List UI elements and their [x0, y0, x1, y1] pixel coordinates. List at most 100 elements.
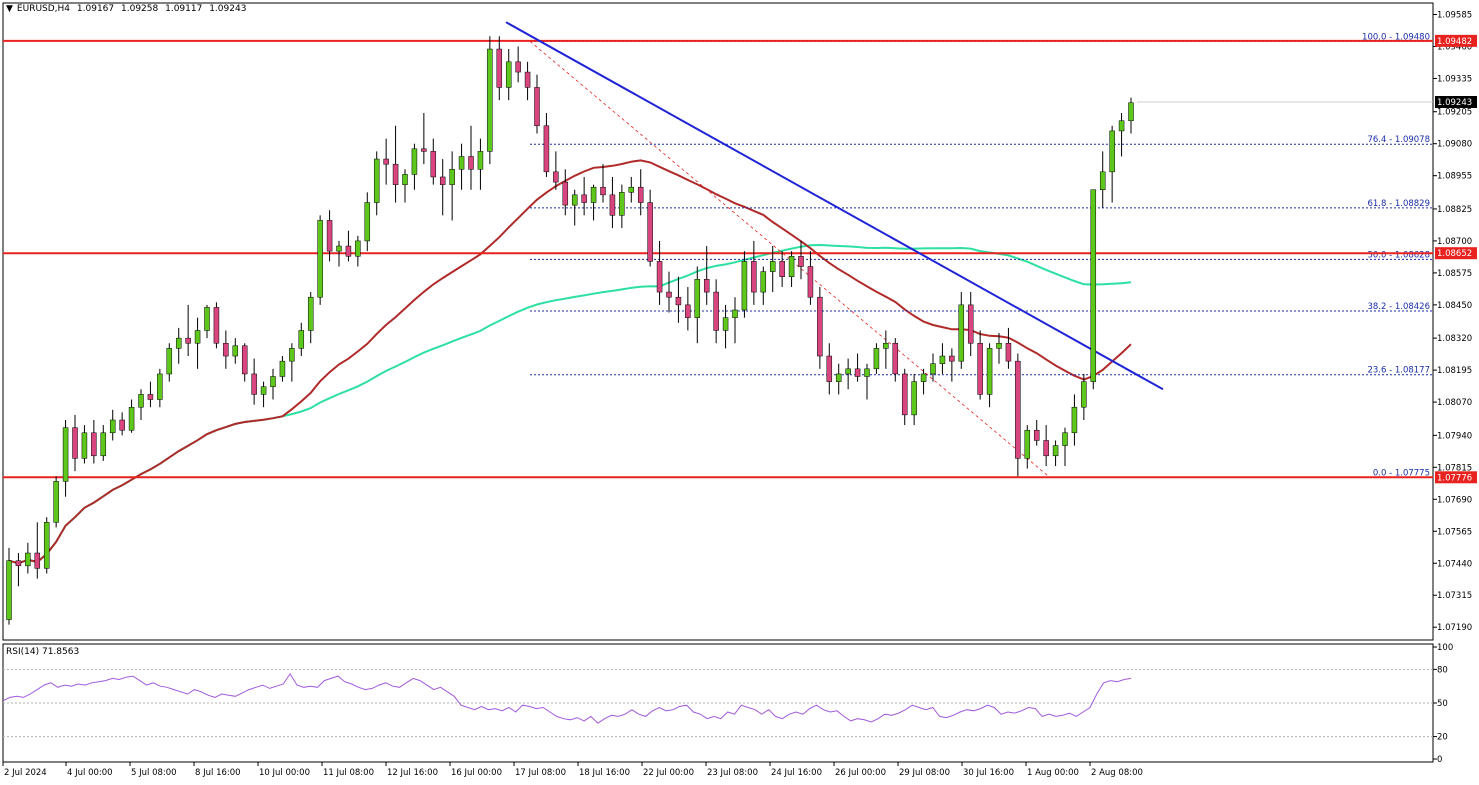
bull-candle-body	[845, 368, 851, 375]
chart-header: ▼ EURUSD,H4 1.09167 1.09258 1.09117 1.092…	[6, 4, 250, 14]
bear-candle-body	[854, 368, 861, 377]
bear-candle-body	[901, 373, 908, 416]
bull-candle-body	[166, 348, 173, 375]
bull-candle-body	[883, 342, 889, 349]
bull-candle-body	[307, 296, 314, 331]
bear-candle-body	[34, 552, 41, 569]
rsi-tick-label: 20	[1437, 733, 1448, 743]
candle	[1005, 327, 1012, 369]
bull-candle-body	[930, 363, 936, 375]
candle	[289, 343, 295, 382]
bull-candle-body	[6, 560, 12, 620]
bear-candle-body	[439, 176, 446, 185]
bull-candle-body	[722, 317, 729, 331]
bull-candle-body	[1062, 432, 1068, 446]
candle	[1118, 113, 1125, 157]
rsi-value: 71.8563	[41, 647, 80, 657]
low-value: 1.09117	[165, 4, 203, 14]
bear-candle-body	[967, 304, 974, 344]
candle	[732, 297, 738, 344]
ma-fast-line	[8, 159, 1132, 565]
bear-candle-body	[553, 171, 559, 183]
bull-candle-body	[864, 368, 870, 377]
candle	[883, 330, 889, 369]
bear-candle-body	[703, 279, 710, 293]
price-tick-label: 1.08195	[1437, 366, 1472, 376]
bear-candle-body	[807, 266, 814, 298]
candle	[157, 368, 163, 408]
bear-candle-body	[675, 296, 682, 306]
trend-lines[interactable]	[505, 21, 1164, 391]
bear-candle-body	[779, 261, 785, 277]
candle	[543, 113, 550, 177]
candle	[72, 414, 78, 472]
candle	[534, 74, 540, 134]
bull-candle-body	[619, 192, 625, 216]
fibonacci-retracement[interactable]: 100.0 - 1.09480 76.4 - 1.09078 61.8 - 1.08…	[529, 32, 1433, 479]
candle	[647, 189, 653, 267]
bear-candle-body	[798, 256, 804, 267]
time-tick-label: 30 Jul 16:00	[963, 768, 1014, 778]
bull-candle-body	[232, 345, 239, 357]
bull-candle-body	[270, 376, 276, 387]
bear-candle-body	[524, 71, 531, 88]
rsi-tick-label: 0	[1437, 755, 1442, 765]
time-axis: 2 Jul 2024 4 Jul 00:00 5 Jul 08:00 8 Jul 16…	[2, 762, 1143, 778]
candle	[873, 343, 880, 374]
price-tick-label: 1.09080	[1437, 140, 1472, 150]
candle	[336, 240, 342, 267]
bear-candle-body	[817, 296, 823, 357]
middle-level-tag-bg	[1435, 247, 1477, 260]
bull-candle-body	[477, 151, 484, 170]
bear-candle-body	[430, 151, 437, 178]
candle	[713, 279, 719, 344]
time-tick-label: 29 Jul 08:00	[899, 768, 950, 778]
ma-fast-path	[8, 159, 1132, 565]
price-axis: 1.09585 1.09460 1.09335 1.09205 1.09080 1.089…	[1433, 11, 1472, 633]
bear-candle-body	[543, 125, 550, 173]
candle	[817, 286, 823, 369]
time-tick-label: 2 Aug 08:00	[1091, 768, 1143, 778]
bull-candle-body	[194, 330, 201, 344]
bull-candle-body	[571, 194, 578, 206]
candle	[619, 184, 625, 229]
candle	[1071, 394, 1078, 446]
bear-candle-body	[581, 194, 587, 203]
candle	[515, 46, 521, 83]
candle	[703, 246, 710, 305]
bear-candle-body	[119, 419, 125, 431]
bull-candle-body	[920, 373, 927, 382]
price-tick-label: 1.09335	[1437, 74, 1472, 84]
candle	[213, 302, 220, 349]
dropdown-triangle-icon[interactable]: ▼	[6, 4, 13, 14]
candle	[779, 251, 785, 287]
bear-candle-body	[1015, 360, 1021, 459]
candle	[345, 230, 352, 262]
rsi-label: RSI(14)	[6, 647, 40, 657]
bear-candle-body	[949, 355, 955, 362]
candle	[25, 542, 31, 574]
candle	[694, 266, 701, 344]
fib-level-label: 61.8 - 1.08829	[1367, 199, 1430, 209]
bear-candle-body	[600, 186, 606, 196]
candle	[524, 61, 531, 101]
candle	[223, 330, 229, 369]
price-tick-label: 1.09585	[1437, 11, 1472, 21]
bull-candle-body	[298, 330, 305, 349]
open-value: 1.09167	[76, 4, 115, 14]
candle	[986, 343, 993, 408]
fib-swing-line	[529, 41, 1051, 478]
candle	[675, 276, 682, 323]
bear-candle-body	[421, 148, 427, 152]
candle	[232, 338, 239, 364]
lower-level-tag: 1.07776	[1437, 473, 1472, 483]
rsi-header: RSI(14) 71.8563	[6, 647, 79, 657]
bear-candle-body	[666, 291, 672, 298]
bull-candle-body	[505, 61, 512, 88]
candle	[241, 343, 248, 382]
horizontal-levels[interactable]	[3, 39, 1433, 479]
candle	[119, 412, 125, 436]
bull-candle-body	[694, 279, 701, 318]
